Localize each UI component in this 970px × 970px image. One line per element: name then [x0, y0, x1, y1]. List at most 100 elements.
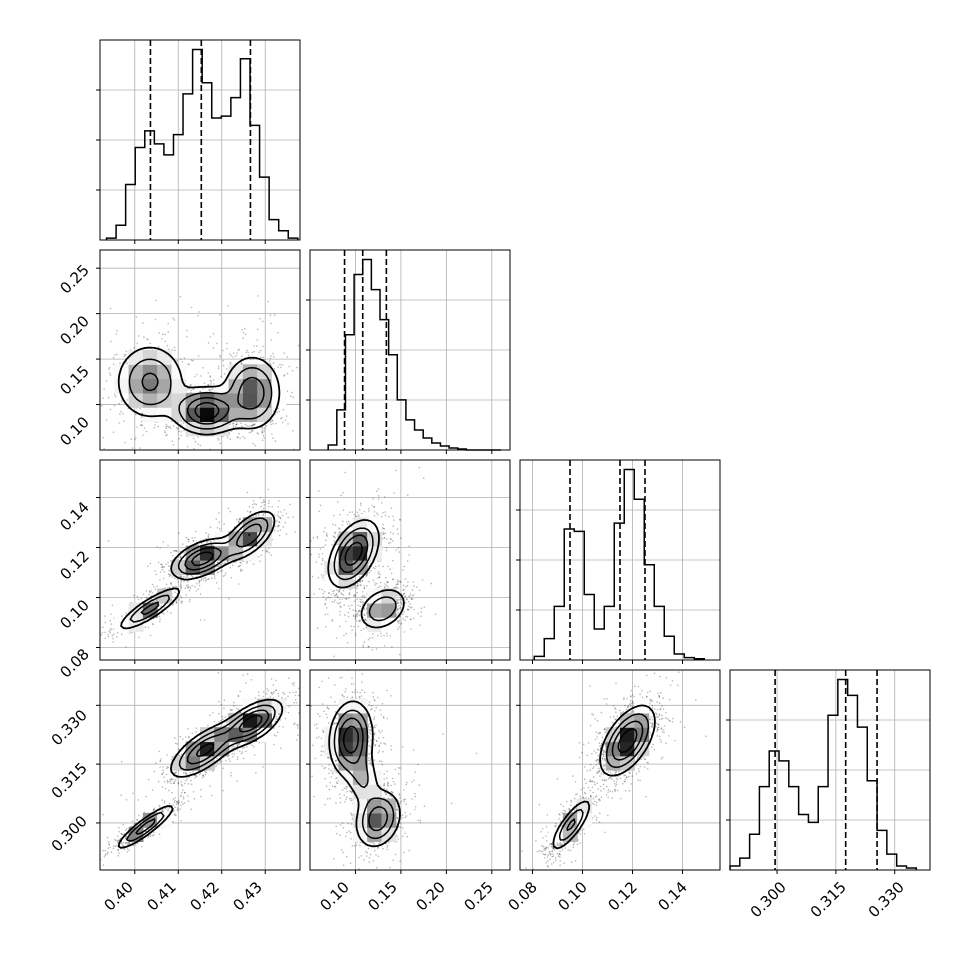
sample-point	[362, 601, 365, 604]
sample-point	[402, 589, 405, 591]
sample-point	[110, 340, 112, 343]
sample-point	[340, 606, 342, 608]
sample-point	[404, 619, 406, 621]
sample-point	[271, 433, 273, 435]
sample-point	[176, 428, 179, 430]
sample-point	[179, 585, 182, 588]
sample-point	[407, 609, 409, 611]
sample-point	[163, 776, 165, 778]
sample-point	[97, 632, 99, 634]
sample-point	[200, 579, 202, 582]
sample-point	[342, 520, 344, 523]
sample-point	[242, 332, 245, 334]
sample-point	[193, 375, 196, 378]
sample-point	[165, 423, 168, 426]
sample-point	[385, 549, 388, 552]
sample-point	[270, 339, 273, 341]
sample-point	[204, 576, 207, 579]
sample-point	[271, 506, 274, 508]
sample-point	[219, 356, 222, 358]
sample-point	[200, 619, 202, 621]
sample-point	[181, 543, 184, 545]
sample-point	[108, 368, 110, 371]
sample-point	[375, 565, 377, 568]
sample-point	[354, 615, 357, 618]
sample-point	[356, 620, 358, 622]
sample-point	[397, 602, 400, 604]
sample-point	[256, 339, 259, 341]
sample-point	[390, 507, 393, 509]
sample-point	[179, 589, 182, 591]
sample-point	[352, 614, 355, 616]
sample-point	[100, 633, 102, 636]
sample-point	[275, 735, 278, 737]
sample-point	[315, 561, 318, 563]
sample-point	[159, 571, 162, 573]
sample-point	[332, 523, 334, 526]
sample-point	[380, 635, 383, 637]
sample-point	[132, 844, 134, 847]
sample-point	[356, 587, 358, 590]
sample-point	[379, 585, 382, 588]
sample-point	[179, 555, 182, 558]
sample-point	[127, 841, 130, 844]
sample-point	[182, 796, 185, 798]
sample-point	[238, 520, 240, 522]
sample-point	[358, 576, 361, 578]
sample-point	[102, 864, 105, 866]
sample-point	[239, 517, 241, 520]
sample-point	[413, 585, 415, 587]
sample-point	[274, 525, 277, 527]
sample-point	[232, 356, 234, 358]
sample-point	[272, 410, 275, 413]
sample-point	[410, 597, 413, 600]
sample-point	[397, 533, 399, 535]
sample-point	[135, 316, 138, 318]
sample-point	[199, 452, 201, 454]
sample-point	[188, 388, 191, 390]
sample-point	[170, 612, 172, 614]
sample-point	[140, 597, 143, 600]
sample-point	[263, 358, 265, 361]
sample-point	[168, 573, 171, 576]
sample-point	[107, 851, 109, 853]
sample-point	[258, 741, 261, 744]
density-cell	[324, 560, 340, 575]
sample-point	[383, 496, 386, 498]
sample-point	[386, 635, 388, 637]
sample-point	[341, 593, 343, 595]
sample-point	[212, 347, 215, 349]
sample-point	[338, 527, 340, 529]
sample-point	[191, 537, 193, 539]
density-cell	[338, 560, 354, 575]
sample-point	[175, 602, 178, 604]
density-cell	[352, 560, 368, 575]
sample-point	[226, 368, 228, 370]
sample-point	[354, 618, 357, 620]
sample-point	[203, 619, 206, 621]
sample-point	[334, 599, 336, 601]
sample-point	[277, 331, 279, 334]
sample-point	[383, 634, 385, 637]
sample-point	[277, 511, 280, 513]
sample-point	[205, 578, 208, 581]
sample-point	[254, 444, 257, 447]
sample-point	[285, 415, 288, 417]
sample-point	[108, 366, 111, 369]
contour-line	[128, 358, 273, 430]
sample-point	[183, 357, 186, 360]
sample-point	[373, 515, 376, 517]
sample-point	[371, 504, 374, 507]
sample-point	[198, 584, 201, 587]
sample-point	[147, 626, 150, 629]
sample-point	[322, 596, 325, 598]
sample-point	[192, 540, 195, 542]
sample-point	[400, 602, 403, 604]
sample-point	[180, 431, 182, 433]
sample-point	[333, 514, 335, 517]
sample-point	[361, 580, 364, 583]
sample-point	[108, 843, 111, 846]
sample-point	[228, 597, 230, 600]
sample-point	[395, 469, 397, 472]
sample-point	[215, 582, 218, 584]
